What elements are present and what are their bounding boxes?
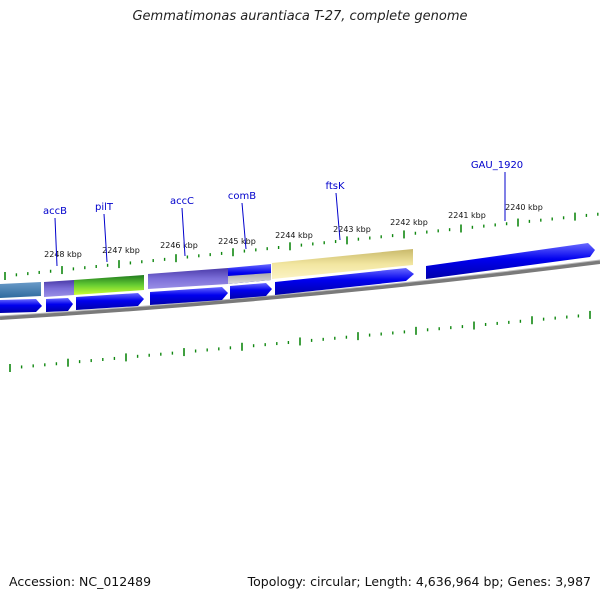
lower-tick-row [9,310,591,372]
gene-leader-line [335,192,341,241]
coordinate-label: 2246 kbp [160,241,198,250]
gene-label-ftsk[interactable]: ftsK [325,181,344,192]
gene-arrow[interactable] [275,268,414,295]
gene-block-pilT[interactable] [74,275,144,295]
upper-tick-row [4,212,599,280]
gene-block-comB-grey [228,273,271,284]
coordinate-label: 2245 kbp [218,237,256,246]
gene-leader-line [103,213,108,263]
gene-label-gau_1920[interactable]: GAU_1920 [471,160,523,171]
gene-label-comb[interactable]: comB [228,191,256,202]
coordinate-label: 2242 kbp [390,218,428,227]
forward-gene-track [0,243,595,313]
gene-leader-line [54,217,58,267]
gene-label-pilt[interactable]: pilT [95,202,114,213]
accession-label: Accession: NC_012489 [9,574,152,589]
gene-arrow[interactable] [426,243,595,279]
backbone-highlight [0,259,600,317]
coordinate-label: 2241 kbp [448,211,486,220]
genome-summary: Topology: circular; Length: 4,636,964 bp… [247,574,591,589]
gene-track [0,249,413,298]
gene-arrow[interactable] [150,287,228,305]
gene-block-ftsK[interactable] [272,249,413,279]
map-title: Gemmatimonas aurantiaca T-27, complete g… [132,9,468,24]
coordinate-label: 2243 kbp [333,225,371,234]
gene-block[interactable] [0,282,41,298]
coordinate-label: 2248 kbp [44,250,82,259]
gene-arrow[interactable] [46,298,73,312]
gene-block-accB[interactable] [44,280,74,297]
gene-label-accb[interactable]: accB [43,206,67,217]
gene-arrow[interactable] [0,299,42,313]
gene-labels: accB pilT accC comB ftsK GAU_1920 [43,160,523,267]
gene-block-accC[interactable] [148,268,228,289]
coordinate-label: 2240 kbp [505,203,543,212]
gene-arrow[interactable] [230,283,272,299]
gene-leader-line [241,202,247,250]
backbone [0,260,600,320]
gene-label-accc[interactable]: accC [170,196,194,207]
gene-arrow[interactable] [76,293,144,310]
gene-leader-line [181,207,186,257]
coordinate-label: 2247 kbp [102,246,140,255]
coordinate-labels: 2248 kbp 2247 kbp 2246 kbp 2245 kbp 2244 kbp… [44,203,543,259]
coordinate-label: 2244 kbp [275,231,313,240]
